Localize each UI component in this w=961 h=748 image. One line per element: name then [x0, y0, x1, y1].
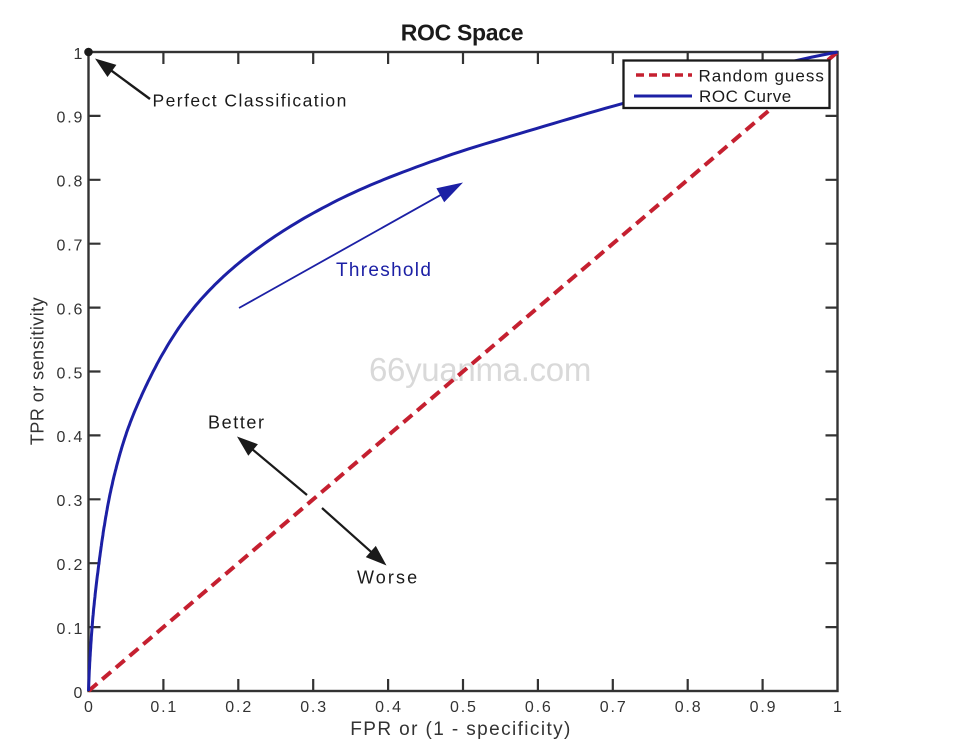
svg-text:0.5: 0.5: [450, 699, 478, 716]
svg-text:1: 1: [833, 699, 844, 716]
svg-text:0.8: 0.8: [675, 699, 703, 716]
svg-text:Random guess: Random guess: [699, 67, 825, 86]
svg-text:0.8: 0.8: [57, 174, 85, 191]
svg-text:0.1: 0.1: [150, 699, 178, 716]
svg-text:0.4: 0.4: [57, 429, 85, 446]
svg-text:0.7: 0.7: [600, 699, 628, 716]
svg-text:ROC Curve: ROC Curve: [699, 87, 792, 106]
svg-text:0.3: 0.3: [300, 699, 328, 716]
svg-text:Threshold: Threshold: [336, 260, 432, 281]
svg-text:0.3: 0.3: [57, 493, 85, 510]
svg-text:TPR or sensitivity: TPR or sensitivity: [28, 297, 48, 445]
svg-text:0.1: 0.1: [57, 621, 85, 638]
svg-text:ROC Space: ROC Space: [401, 20, 524, 46]
svg-text:0.4: 0.4: [375, 699, 403, 716]
svg-text:0.9: 0.9: [750, 699, 778, 716]
svg-text:0.2: 0.2: [57, 557, 85, 574]
svg-text:0.5: 0.5: [57, 365, 85, 382]
svg-text:0.6: 0.6: [525, 699, 553, 716]
svg-text:0.2: 0.2: [225, 699, 253, 716]
svg-text:0.7: 0.7: [57, 238, 85, 255]
svg-text:0: 0: [74, 685, 85, 702]
svg-text:FPR or (1 - specificity): FPR or (1 - specificity): [350, 719, 572, 740]
svg-text:0: 0: [84, 699, 95, 716]
svg-text:Better: Better: [208, 413, 266, 433]
svg-text:0.9: 0.9: [57, 110, 85, 127]
svg-text:Worse: Worse: [357, 568, 419, 588]
svg-text:Perfect Classification: Perfect Classification: [153, 91, 348, 111]
svg-text:1: 1: [74, 46, 85, 63]
svg-text:0.6: 0.6: [57, 301, 85, 318]
